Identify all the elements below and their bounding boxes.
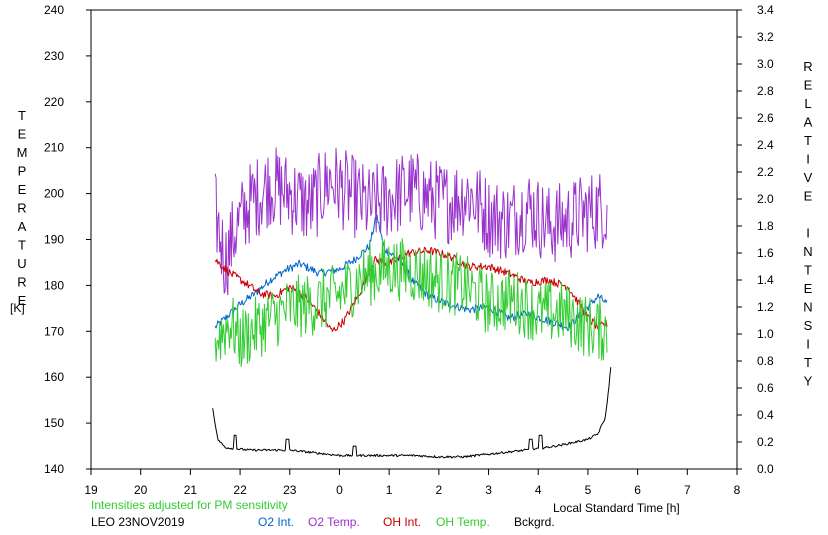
x-tick-label: 1	[386, 483, 393, 497]
legend-background: Bckgrd.	[514, 515, 555, 529]
right-title-letter: T	[804, 355, 812, 370]
right-title-letter: I	[806, 337, 810, 352]
right-tick-label: 3.4	[757, 3, 774, 17]
right-tick-label: 0.2	[757, 435, 774, 449]
x-tick-label: 21	[184, 483, 198, 497]
x-tick-label: 0	[336, 483, 343, 497]
x-tick-label: 6	[634, 483, 641, 497]
x-tick-label: 19	[84, 483, 98, 497]
x-axis: 19 20 21 22 23 0 1 2 3 4 5 6 7 8	[84, 469, 741, 497]
legend-oh-int: OH Int.	[383, 515, 421, 529]
series-bckgrd	[212, 367, 612, 459]
right-title-letter: R	[803, 59, 812, 74]
x-tick-label: 7	[684, 483, 691, 497]
right-title-letter: N	[803, 300, 812, 315]
x-tick-label: 5	[585, 483, 592, 497]
right-tick-label: 0.8	[757, 354, 774, 368]
right-title-letter: Y	[804, 374, 813, 389]
right-title-letter: V	[804, 170, 813, 185]
x-tick-label: 22	[233, 483, 247, 497]
right-tick-label: 2.8	[757, 84, 774, 98]
left-title-letter: T	[18, 108, 26, 123]
right-tick-label: 0.6	[757, 381, 774, 395]
x-tick-label: 4	[535, 483, 542, 497]
legend-o2-int: O2 Int.	[258, 515, 294, 529]
x-tick-label: 8	[734, 483, 741, 497]
right-title-letter: T	[804, 133, 812, 148]
left-title-letter: R	[17, 275, 26, 290]
station-date-label: LEO 23NOV2019	[91, 515, 185, 529]
left-axis: 140 150 160 170 180 190 200 210 220 230 240	[44, 3, 91, 476]
right-title-letter: A	[804, 115, 813, 130]
left-title-letter: A	[18, 219, 27, 234]
left-tick-label: 210	[44, 141, 64, 155]
legend-o2-temp: O2 Temp.	[308, 515, 360, 529]
left-title-letter: E	[18, 293, 27, 308]
left-tick-label: 170	[44, 324, 64, 338]
right-tick-label: 1.4	[757, 273, 774, 287]
x-tick-label: 2	[436, 483, 443, 497]
x-tick-label: 3	[485, 483, 492, 497]
right-title-letter: S	[804, 318, 813, 333]
right-tick-label: 0.0	[757, 462, 774, 476]
left-title-letter: E	[18, 127, 27, 142]
right-title-letter: I	[806, 226, 810, 241]
left-title-letter: P	[18, 164, 27, 179]
legend: O2 Int. O2 Temp. OH Int. OH Temp. Bckgrd…	[258, 515, 555, 529]
left-tick-label: 200	[44, 187, 64, 201]
right-tick-label: 1.8	[757, 219, 774, 233]
left-title-letter: M	[17, 145, 28, 160]
right-title-letter: N	[803, 244, 812, 259]
left-tick-label: 180	[44, 278, 64, 292]
right-tick-label: 1.0	[757, 327, 774, 341]
left-title-letter: U	[17, 256, 26, 271]
right-title-letter: I	[806, 152, 810, 167]
right-title-letter: E	[804, 189, 813, 204]
right-tick-label: 2.6	[757, 111, 774, 125]
left-tick-label: 150	[44, 416, 64, 430]
x-axis-title: Local Standard Time [h]	[553, 501, 680, 515]
left-tick-label: 140	[44, 462, 64, 476]
left-tick-label: 230	[44, 49, 64, 63]
right-title-letter: E	[804, 281, 813, 296]
left-title-letter: T	[18, 238, 26, 253]
series-oh-temp	[214, 238, 608, 368]
right-tick-label: 3.0	[757, 57, 774, 71]
x-tick-label: 23	[283, 483, 297, 497]
left-tick-label: 220	[44, 95, 64, 109]
right-title-letter: L	[804, 96, 811, 111]
left-tick-label: 160	[44, 370, 64, 384]
right-title-letter: E	[804, 78, 813, 93]
right-tick-label: 0.4	[757, 408, 774, 422]
right-tick-label: 1.6	[757, 246, 774, 260]
series-layer	[212, 147, 612, 459]
series-oh-int	[214, 246, 608, 332]
series-o2-temp	[214, 147, 608, 296]
right-title-letter: T	[804, 263, 812, 278]
left-title-letter: R	[17, 201, 26, 216]
left-tick-label: 240	[44, 3, 64, 17]
left-tick-label: 190	[44, 233, 64, 247]
right-axis: 0.0 0.2 0.4 0.6 0.8 1.0 1.2 1.4 1.6 1.8 2.0 2.2 2.4 2…	[737, 3, 774, 476]
left-axis-unit: [K]	[10, 301, 25, 315]
legend-oh-temp: OH Temp.	[436, 515, 490, 529]
right-tick-label: 3.2	[757, 30, 774, 44]
left-title-letter: E	[18, 182, 27, 197]
right-tick-label: 1.2	[757, 300, 774, 314]
right-tick-label: 2.4	[757, 138, 774, 152]
right-tick-label: 2.0	[757, 192, 774, 206]
pm-sensitivity-note: Intensities adjusted for PM sensitivity	[91, 498, 288, 512]
x-tick-label: 20	[134, 483, 148, 497]
right-tick-label: 2.2	[757, 165, 774, 179]
